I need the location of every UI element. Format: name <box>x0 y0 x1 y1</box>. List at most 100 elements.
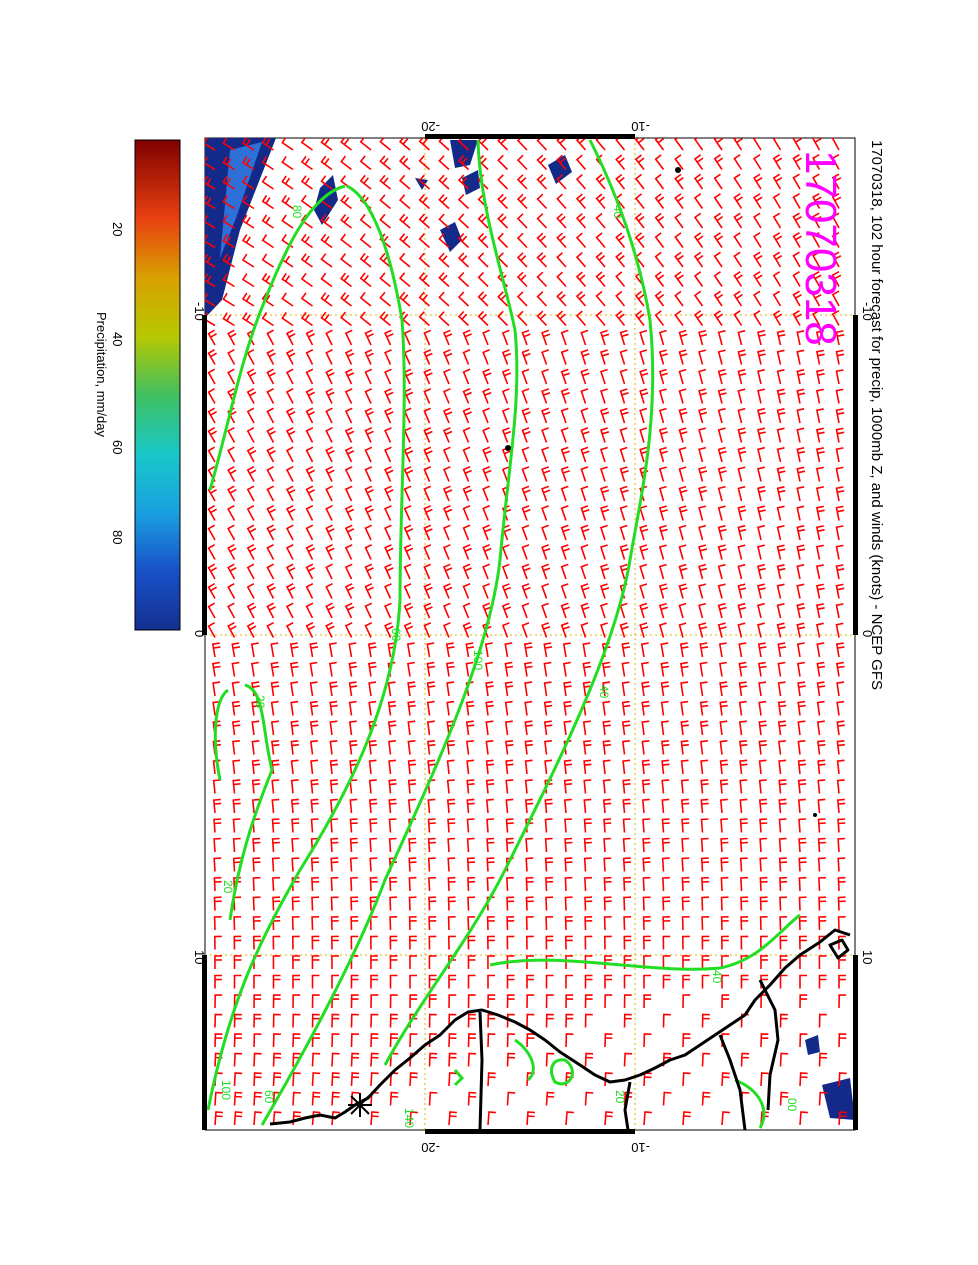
wind-barb <box>796 583 805 599</box>
wind-barb <box>285 602 294 619</box>
wind-barb <box>524 700 533 716</box>
wind-barb <box>292 1091 301 1106</box>
wind-barb <box>575 212 587 229</box>
wind-barb <box>701 896 710 911</box>
wind-barb <box>583 798 592 814</box>
wind-barb <box>311 1013 320 1028</box>
wind-barb <box>516 310 528 327</box>
wind-barb <box>330 935 339 950</box>
wind-barb <box>261 195 274 210</box>
wind-barb <box>368 681 377 697</box>
wind-barb <box>311 916 320 931</box>
wind-barb <box>772 251 783 268</box>
wind-barb <box>583 837 592 853</box>
wind-barb <box>560 407 569 424</box>
wind-barb <box>816 642 825 658</box>
wind-barb <box>344 563 353 580</box>
wind-barb <box>556 252 567 268</box>
wind-barb <box>272 1033 281 1048</box>
wind-barb <box>818 935 827 950</box>
wind-barb <box>305 621 316 638</box>
wind-barb <box>214 994 223 1009</box>
wind-barb <box>536 154 548 171</box>
wind-barb <box>497 310 509 327</box>
wind-barb <box>541 427 549 443</box>
wind-barb <box>740 974 749 989</box>
wind-barb <box>831 290 840 307</box>
wind-barb <box>370 955 378 970</box>
wind-barb <box>658 466 667 482</box>
wind-barb <box>344 524 355 541</box>
wind-barb <box>403 544 414 560</box>
wind-barb <box>817 779 826 794</box>
wind-barb <box>340 155 352 171</box>
wind-barb <box>634 212 645 229</box>
wind-barb <box>698 427 707 443</box>
contour-line <box>489 913 801 971</box>
wind-barb <box>309 700 319 716</box>
wind-barb <box>331 1013 340 1028</box>
wind-barb <box>270 661 280 677</box>
wind-barb <box>289 642 299 658</box>
wind-barb <box>541 583 549 599</box>
wind-barb <box>251 779 261 794</box>
wind-barb <box>733 251 743 268</box>
wind-barb <box>467 955 476 970</box>
wind-barb <box>564 935 573 950</box>
wind-barb <box>580 524 590 541</box>
wind-barb <box>621 700 631 716</box>
wind-barb <box>661 779 670 794</box>
wind-barb <box>678 563 688 580</box>
wind-barb <box>467 1013 476 1028</box>
dot <box>813 813 817 817</box>
wind-barb <box>658 485 667 502</box>
wind-barb <box>698 446 707 463</box>
wind-barb <box>261 253 274 268</box>
wind-barb <box>487 1033 496 1048</box>
wind-barb <box>428 1091 438 1106</box>
wind-barb <box>325 329 333 346</box>
wind-barb <box>737 466 746 482</box>
wind-barb <box>599 407 610 424</box>
wind-barb <box>603 818 612 833</box>
wind-barb <box>207 329 217 346</box>
wind-barb <box>622 818 631 833</box>
wind-barb <box>311 974 320 989</box>
svg-text:40: 40 <box>611 205 625 219</box>
wind-barb <box>641 759 651 775</box>
contour-line <box>453 1069 465 1087</box>
wind-barb <box>701 955 710 970</box>
wind-barb <box>350 1091 360 1106</box>
wind-barb <box>643 1111 652 1126</box>
wind-barb <box>467 1091 477 1106</box>
wind-barb <box>231 642 241 658</box>
wind-barb <box>661 837 670 853</box>
wind-barb <box>541 446 549 463</box>
wind-barb <box>310 818 319 833</box>
wind-barb <box>266 368 276 385</box>
wind-barb <box>291 916 300 931</box>
wind-barb <box>446 700 455 716</box>
wind-barb <box>403 505 412 521</box>
wind-barb <box>619 368 628 385</box>
wind-barb <box>815 427 825 443</box>
wind-barb <box>604 1111 613 1126</box>
wind-barb <box>713 212 724 229</box>
wind-barb <box>291 837 300 853</box>
wind-barb <box>325 543 335 560</box>
wind-barb <box>457 154 470 171</box>
wind-barb <box>241 273 255 288</box>
wind-barb <box>250 642 259 658</box>
wind-barb <box>305 602 314 619</box>
wind-barb <box>719 681 728 697</box>
wind-barb <box>796 349 805 365</box>
wind-barb <box>678 427 688 443</box>
wind-barb <box>619 407 629 424</box>
wind-barb <box>662 1013 671 1028</box>
wind-barb <box>678 388 687 404</box>
wind-barb <box>619 329 629 346</box>
wind-barb <box>640 661 649 677</box>
wind-barb <box>674 173 684 190</box>
wind-barb <box>261 175 274 190</box>
wind-barb <box>320 253 333 268</box>
